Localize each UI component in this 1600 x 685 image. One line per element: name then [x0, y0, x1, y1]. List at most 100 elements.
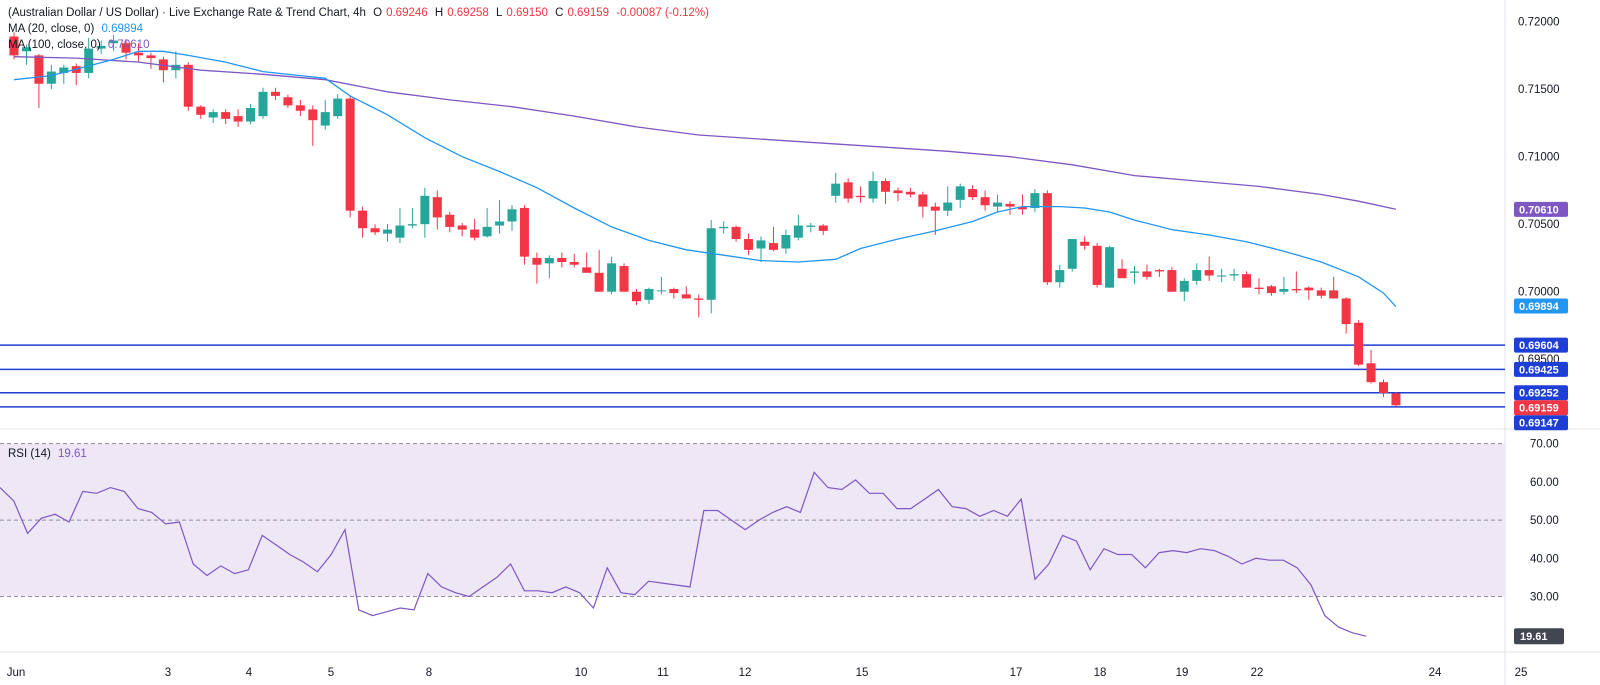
ma100-legend[interactable]: MA (100, close, 0) 0.70610	[8, 37, 153, 53]
candle	[1316, 287, 1326, 299]
candle	[644, 287, 654, 304]
candle-body	[1017, 206, 1027, 210]
candle	[295, 99, 305, 117]
rsi-tick-label: 60.00	[1530, 477, 1559, 489]
low-label: L	[495, 7, 503, 19]
rsi-line	[0, 471, 1367, 637]
candle-body	[320, 112, 330, 126]
candle-body	[196, 106, 206, 115]
rsi-value: 19.61	[58, 448, 87, 460]
candle-body	[246, 108, 256, 122]
candle	[943, 186, 953, 217]
candle-body	[980, 197, 990, 206]
high-label: H	[434, 7, 444, 19]
candle-body	[731, 226, 741, 240]
candle-body	[544, 257, 554, 264]
candle	[1142, 264, 1152, 280]
candle-body	[1291, 289, 1301, 291]
candle	[582, 252, 592, 273]
candle	[270, 87, 280, 100]
candle	[320, 99, 330, 130]
candle	[470, 218, 480, 241]
candle	[694, 294, 704, 318]
candle	[731, 225, 741, 242]
candle-body	[632, 291, 641, 302]
candle-body	[470, 229, 480, 238]
candle-body	[482, 226, 492, 237]
price-tag-text: 0.69604	[1519, 340, 1560, 352]
candle-body	[669, 289, 679, 294]
candle-body	[806, 225, 816, 227]
candle-body	[221, 112, 231, 119]
time-tick-label: 3	[165, 667, 171, 679]
candle	[806, 222, 816, 233]
candle	[358, 206, 368, 238]
ma100-label: MA (100, close, 0)	[8, 39, 101, 51]
price-tag-text: 0.69252	[1519, 388, 1559, 400]
candle-body	[1080, 241, 1090, 246]
ma20-legend[interactable]: MA (20, close, 0) 0.69894	[8, 21, 147, 37]
candle-body	[831, 183, 841, 196]
candle	[632, 289, 641, 306]
candle	[1242, 271, 1252, 288]
candle-body	[968, 189, 978, 198]
candle	[1055, 264, 1065, 288]
ma20-value: 0.69894	[101, 23, 144, 35]
candle-body	[781, 234, 791, 249]
candle	[9, 32, 19, 60]
candle	[569, 253, 579, 268]
time-tick-label: 11	[657, 667, 669, 679]
candle-body	[183, 64, 193, 107]
high-value: 0.69258	[447, 7, 489, 19]
candle	[594, 249, 604, 292]
price-tag: 0.69252	[1514, 385, 1568, 401]
candle	[457, 222, 467, 237]
candle-body	[495, 221, 505, 226]
candle-body	[744, 239, 754, 250]
price-tag-bg	[1514, 201, 1568, 217]
candle	[345, 95, 355, 218]
price-tag: 0.69147	[1514, 415, 1568, 431]
time-tick-label: 4	[246, 667, 253, 679]
price-tick-label: 0.70000	[1518, 287, 1560, 299]
open-value: 0.69246	[386, 7, 428, 19]
candle	[1291, 271, 1301, 294]
candle-body	[1067, 239, 1077, 269]
candle-body	[333, 98, 343, 117]
candle-body	[1005, 203, 1015, 207]
candle	[233, 109, 243, 127]
candle	[706, 220, 716, 314]
candle	[1379, 379, 1388, 398]
candle-body	[955, 186, 965, 200]
low-value: 0.69150	[506, 7, 548, 19]
candle-body	[532, 257, 542, 265]
candle-body	[607, 263, 617, 292]
candle-body	[121, 43, 131, 53]
candle	[519, 205, 529, 265]
candle	[831, 172, 841, 203]
candle-body	[694, 298, 704, 300]
candle-body	[295, 105, 305, 111]
candle-body	[1030, 193, 1040, 208]
candle	[1067, 239, 1077, 272]
candle-body	[1391, 393, 1401, 406]
candle-body	[768, 243, 778, 250]
candle-body	[407, 224, 417, 226]
candle	[1092, 243, 1102, 288]
candle-body	[1042, 193, 1052, 283]
candle	[993, 194, 1003, 213]
candle	[370, 224, 380, 235]
rsi-value-tag-text: 19.61	[1520, 631, 1548, 643]
candle-body	[34, 55, 44, 84]
candle-body	[283, 97, 293, 106]
candle-body	[594, 272, 604, 292]
candle-body	[432, 197, 442, 218]
candle-body	[943, 202, 953, 211]
candle	[532, 252, 542, 284]
rsi-legend[interactable]: RSI (14) 19.61	[8, 446, 91, 462]
candle	[1391, 391, 1401, 407]
candle-body	[818, 225, 828, 231]
candle	[1154, 268, 1164, 277]
rsi-value-tag: 19.61	[1514, 628, 1564, 645]
